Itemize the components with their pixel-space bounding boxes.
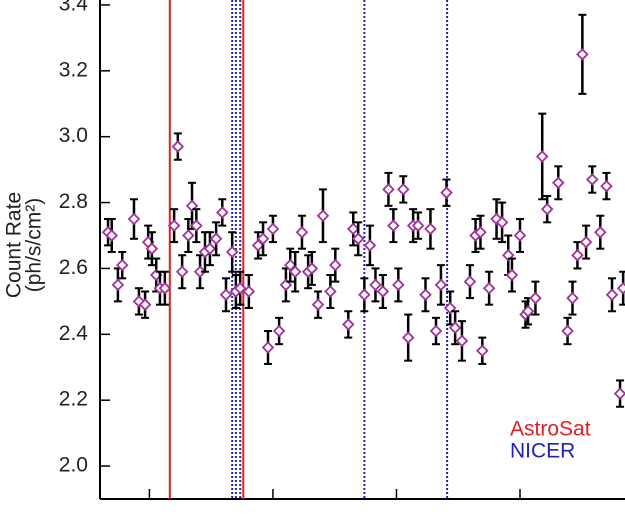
data-point	[513, 229, 527, 242]
data-point	[203, 242, 217, 255]
data-point	[474, 225, 487, 239]
data-point	[209, 232, 223, 246]
data-point	[521, 304, 535, 318]
data-point	[266, 222, 280, 236]
data-point	[216, 206, 229, 219]
data-point	[127, 212, 141, 226]
data-point	[529, 291, 542, 305]
data-point	[251, 239, 265, 252]
data-point	[358, 288, 371, 302]
data-point	[387, 219, 400, 232]
data-point	[225, 245, 239, 259]
data-point	[145, 242, 159, 255]
y-tick-label: 2.2	[59, 388, 88, 411]
data-point	[115, 258, 129, 272]
data-point	[329, 258, 342, 272]
data-point	[482, 281, 496, 295]
data-point	[440, 186, 453, 199]
data-point	[411, 219, 425, 232]
data-point	[363, 239, 377, 252]
data-point	[401, 331, 415, 344]
x-tick-label: 5.78	[129, 513, 170, 515]
data-point	[190, 219, 203, 232]
data-point	[288, 265, 302, 279]
data-point	[242, 285, 256, 298]
data-point	[105, 229, 119, 242]
data-point	[540, 202, 554, 216]
data-point	[351, 232, 365, 246]
data-point	[396, 183, 410, 196]
data-point	[392, 278, 405, 292]
data-point	[167, 219, 181, 232]
data-point	[272, 324, 286, 338]
legend-label: AstroSat	[510, 418, 591, 441]
data-point	[182, 229, 195, 242]
y-tick-label: 3.4	[59, 0, 89, 15]
data-point	[311, 298, 325, 311]
data-point	[369, 278, 382, 292]
data-point	[495, 216, 509, 229]
data-point	[424, 222, 437, 236]
x-tick-label: 5.84	[500, 513, 541, 515]
data-point	[346, 222, 360, 236]
data-point	[158, 281, 172, 295]
data-point	[585, 173, 599, 186]
y-tick-label: 2.0	[59, 454, 88, 477]
data-point	[283, 258, 297, 272]
data-point	[382, 183, 395, 196]
data-point	[576, 48, 589, 61]
data-point	[324, 285, 337, 298]
data-point	[571, 248, 584, 262]
x-tick-label: 5.82	[376, 513, 417, 515]
data-point	[261, 341, 275, 354]
data-point	[233, 281, 247, 295]
data-point	[505, 268, 519, 282]
x-tick-label: 5.80	[253, 513, 294, 515]
data-point	[295, 225, 309, 239]
data-point	[476, 344, 489, 358]
legend-label: NICER	[510, 440, 575, 463]
data-point	[561, 324, 574, 338]
y-tick-label: 3.2	[59, 58, 88, 81]
data-point	[613, 387, 625, 400]
data-point	[443, 301, 457, 315]
data-point	[316, 209, 330, 223]
data-point	[535, 150, 549, 163]
data-point	[455, 334, 469, 348]
data-point	[501, 248, 515, 262]
data-point	[594, 225, 607, 239]
y-tick-label: 2.6	[59, 256, 88, 279]
y-tick-label: 2.4	[59, 322, 89, 345]
data-point	[463, 275, 477, 288]
data-point	[175, 265, 189, 279]
y-tick-label: 3.0	[59, 124, 88, 147]
y-axis-label-line: (ph/s/cm²)	[23, 198, 46, 293]
data-point	[219, 288, 233, 302]
data-point	[305, 262, 319, 275]
data-point	[434, 278, 448, 292]
data-point	[566, 291, 579, 305]
data-point	[419, 288, 432, 302]
y-axis-label-line: Count Rate	[3, 192, 26, 298]
y-axis-label: Count Rate (ph/s/cm²)	[3, 192, 46, 298]
data-point	[552, 176, 565, 190]
data-point	[429, 324, 443, 338]
data-point	[600, 179, 613, 193]
data-point	[111, 278, 125, 292]
data-point	[342, 318, 355, 331]
data-point	[376, 285, 390, 298]
data-point	[171, 140, 185, 153]
data-point	[448, 321, 462, 334]
data-point	[138, 298, 152, 311]
y-tick-label: 2.8	[59, 190, 88, 213]
data-point	[616, 281, 625, 295]
data-point	[579, 235, 593, 249]
data-point	[256, 232, 270, 246]
data-point	[193, 265, 207, 279]
data-point	[605, 288, 619, 302]
